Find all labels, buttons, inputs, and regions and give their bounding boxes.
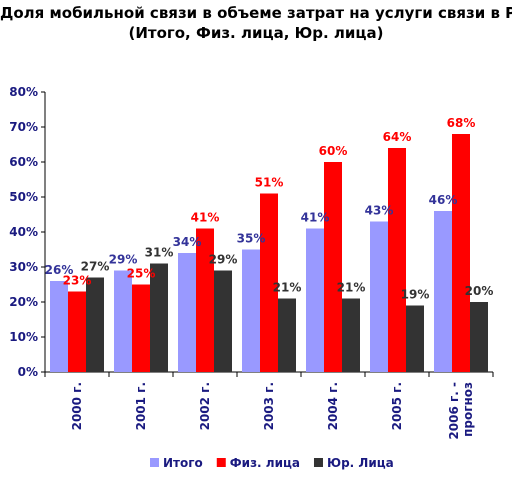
- data-label: 41%: [191, 211, 220, 225]
- bar: [452, 134, 470, 372]
- y-tick-label: 80%: [9, 85, 38, 99]
- x-category-label: 2006 г. -прогноз: [447, 382, 475, 440]
- y-tick-label: 60%: [9, 155, 38, 169]
- x-category-label-line: 2003 г.: [262, 382, 276, 430]
- data-label: 31%: [145, 246, 174, 260]
- legend-label: Физ. лица: [230, 456, 300, 470]
- data-label: 27%: [81, 260, 110, 274]
- x-category-label-line: 2000 г.: [70, 382, 84, 430]
- legend-swatch: [313, 458, 323, 467]
- x-category-label: 2003 г.: [262, 382, 276, 430]
- data-label: 41%: [301, 211, 330, 225]
- y-tick-label: 40%: [9, 225, 38, 239]
- bar: [196, 228, 214, 372]
- data-label: 43%: [365, 204, 394, 218]
- bar: [434, 211, 452, 372]
- legend-label: Юр. Лица: [327, 456, 394, 470]
- x-category-label-line: 2005 г.: [390, 382, 404, 430]
- y-tick-label: 30%: [9, 260, 38, 274]
- bar: [132, 284, 150, 372]
- x-category-label-line: прогноз: [461, 382, 475, 437]
- data-label: 21%: [337, 281, 366, 295]
- x-category-label-line: 2002 г.: [198, 382, 212, 430]
- chart-title-line-2: (Итого, Физ. лица, Юр. лица): [128, 24, 384, 42]
- y-tick-label: 70%: [9, 120, 38, 134]
- bar: [86, 277, 104, 372]
- bar: [388, 148, 406, 372]
- data-label: 19%: [401, 288, 430, 302]
- chart-title: Доля мобильной связи в объеме затрат на …: [0, 0, 512, 43]
- legend-label: Итого: [163, 456, 203, 470]
- legend-swatch: [216, 458, 226, 467]
- x-category-label-line: 2004 г.: [326, 382, 340, 430]
- x-category-label: 2000 г.: [70, 382, 84, 430]
- bar: [68, 291, 86, 372]
- data-label: 35%: [237, 232, 266, 246]
- data-label: 64%: [383, 130, 412, 144]
- data-label: 25%: [127, 267, 156, 281]
- data-label: 46%: [429, 193, 458, 207]
- bar: [178, 253, 196, 372]
- data-label: 23%: [63, 274, 92, 288]
- bar: [324, 162, 342, 372]
- bars: [50, 134, 488, 372]
- y-tick-label: 10%: [9, 330, 38, 344]
- bar: [370, 221, 388, 372]
- data-label: 29%: [109, 253, 138, 267]
- bar: [406, 305, 424, 372]
- legend-swatch: [150, 458, 159, 467]
- data-label: 51%: [255, 176, 284, 190]
- data-label: 20%: [465, 284, 494, 298]
- x-category-label: 2004 г.: [326, 382, 340, 430]
- bar: [306, 228, 324, 372]
- data-label: 21%: [273, 281, 302, 295]
- bar: [50, 281, 68, 372]
- bar: [260, 193, 278, 372]
- bar: [214, 270, 232, 372]
- y-tick-label: 0%: [18, 365, 38, 379]
- data-label: 68%: [447, 116, 476, 130]
- x-category-label-line: 2001 г.: [134, 382, 148, 430]
- x-category-label: 2002 г.: [198, 382, 212, 430]
- data-labels: 26% 29% 34% 35% 41% 43% 46% 23% 25% 41% 51% 60% 64% 6…: [45, 116, 494, 302]
- bar: [114, 270, 132, 372]
- y-tick-label: 20%: [9, 295, 38, 309]
- x-category-label-line: 2006 г. -: [447, 382, 461, 440]
- legend: Итого Физ. лица Юр. Лица: [150, 456, 394, 470]
- bar: [242, 249, 260, 372]
- data-label: 60%: [319, 144, 348, 158]
- chart-title-line-1: Доля мобильной связи в объеме затрат на …: [0, 4, 512, 22]
- bar: [470, 302, 488, 372]
- data-label: 26%: [45, 263, 74, 277]
- data-label: 29%: [209, 253, 238, 267]
- y-tick-label: 50%: [9, 190, 38, 204]
- bar: [150, 263, 168, 372]
- data-label: 34%: [173, 235, 202, 249]
- bar: [278, 298, 296, 372]
- bar: [342, 298, 360, 372]
- x-category-label: 2005 г.: [390, 382, 404, 430]
- x-category-label: 2001 г.: [134, 382, 148, 430]
